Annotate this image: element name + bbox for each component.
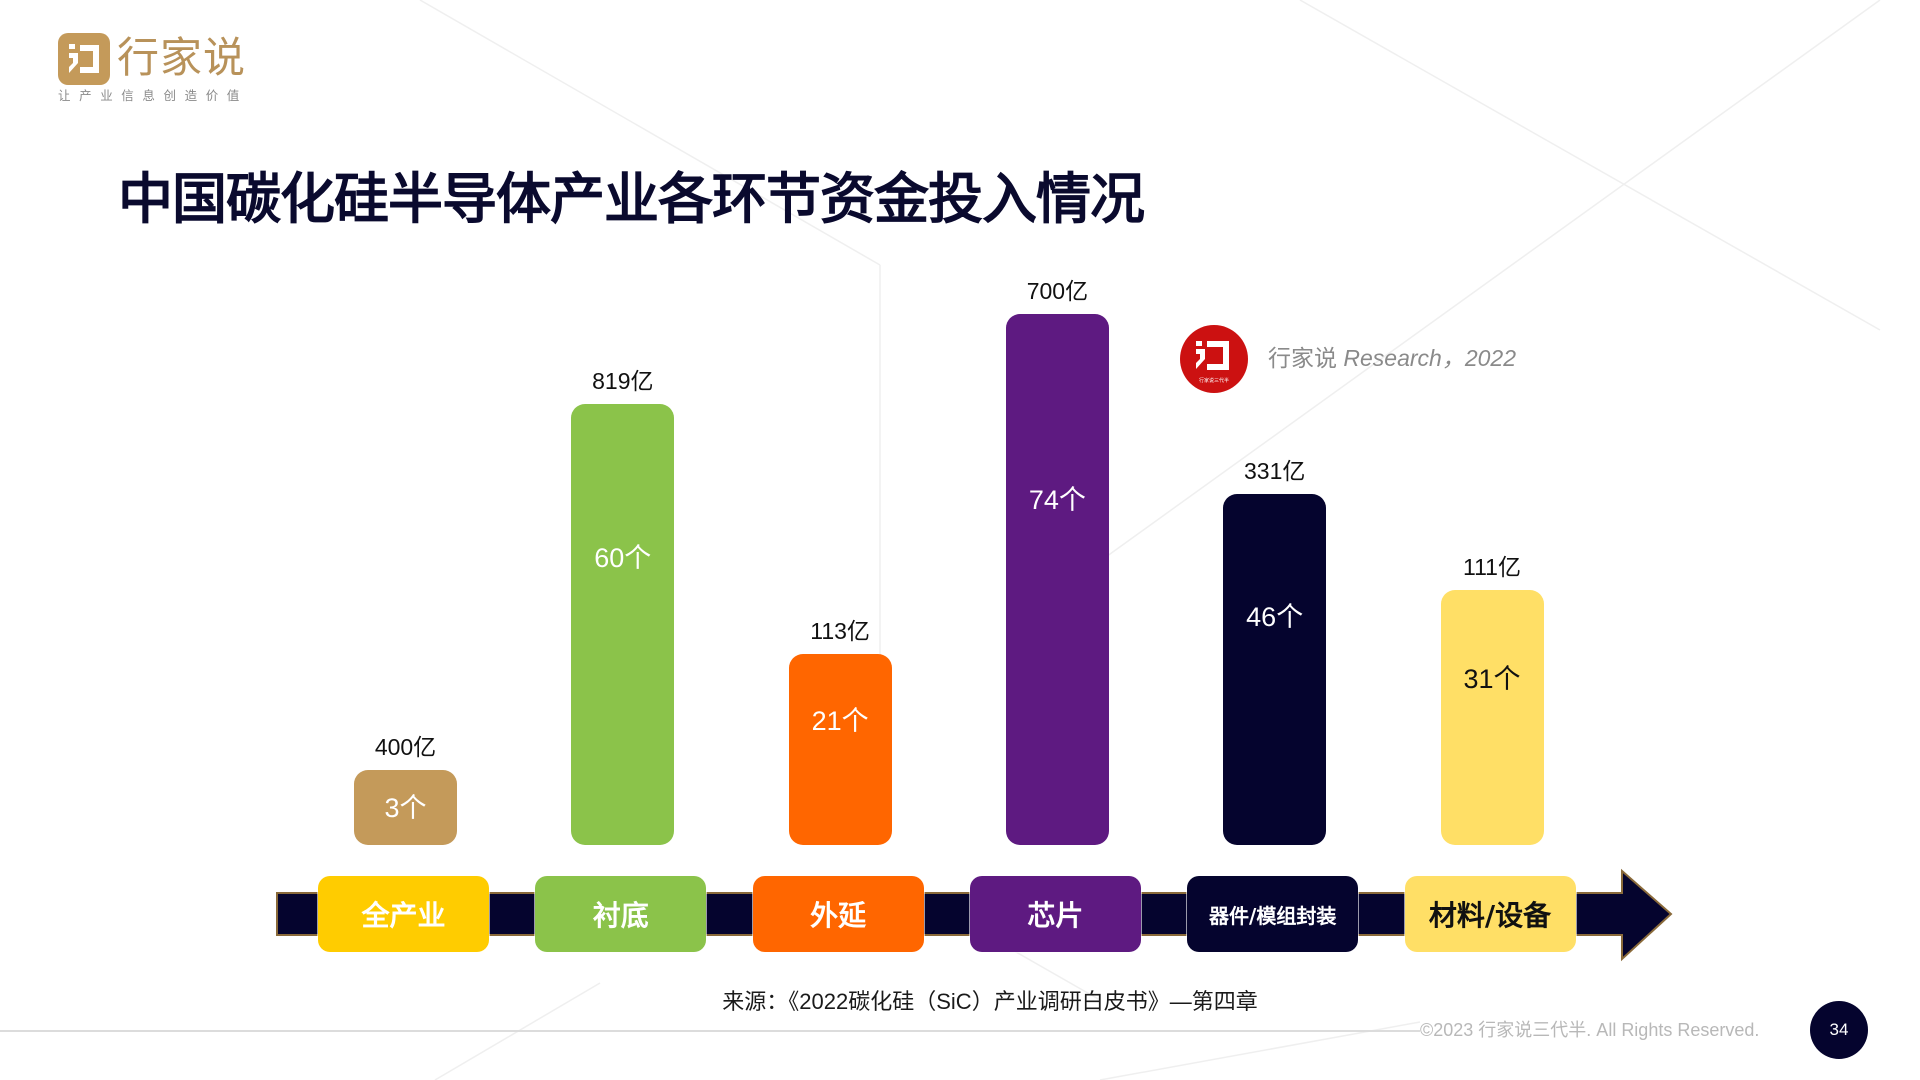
- stage-label: 衬底: [592, 899, 649, 932]
- bg-line: [1059, 0, 1881, 591]
- stage-box: 全产业: [318, 876, 489, 952]
- bar-5: [1440, 590, 1544, 845]
- value-label: 400亿: [374, 734, 437, 760]
- page-title: 中国碳化硅半导体产业各环节资金投入情况: [118, 167, 1145, 231]
- copyright-text: ©2023 行家说三代半. All Rights Reserved.: [1420, 1020, 1760, 1040]
- brand-logo-icon: [58, 33, 110, 85]
- stage-label: 芯片: [1027, 899, 1084, 932]
- stage-label: 材料/设备: [1428, 899, 1552, 932]
- bg-line: [1299, 0, 1881, 331]
- source-citation: 来源：《2022碳化硅（SiC）产业调研白皮书》—第四章: [722, 989, 1258, 1014]
- bg-line: [419, 0, 881, 266]
- bar-0: [354, 770, 457, 845]
- stage-box: 外延: [752, 876, 924, 952]
- research-credit-cn: 行家说: [1268, 345, 1337, 371]
- count-label: 31个: [1463, 664, 1521, 695]
- count-label: 74个: [1028, 484, 1086, 515]
- count-label: 21个: [811, 706, 869, 737]
- stage-box: 材料/设备: [1404, 876, 1576, 952]
- value-label: 111亿: [1463, 554, 1521, 581]
- research-credit: 行家说 Research，2022: [1268, 343, 1516, 373]
- bar-2: [788, 654, 892, 845]
- footer-divider: [0, 1030, 1420, 1032]
- bar-3: [1005, 314, 1109, 845]
- stage-label: 器件/模组封装: [1209, 903, 1337, 928]
- brand-name: 行家说: [117, 33, 247, 82]
- stage-box: 芯片: [969, 876, 1141, 952]
- page-number: 34: [1829, 1020, 1849, 1039]
- stage-box: 衬底: [535, 876, 707, 952]
- brand-tagline: 让产业信息创造价值: [58, 88, 248, 103]
- stage-label: 外延: [810, 899, 867, 932]
- research-credit-en: Research，2022: [1343, 345, 1516, 371]
- value-label: 700亿: [1026, 278, 1089, 304]
- stage-box: 器件/模组封装: [1187, 876, 1359, 952]
- count-label: 3个: [384, 792, 427, 823]
- stage-label: 全产业: [361, 899, 446, 932]
- count-label: 46个: [1246, 601, 1304, 632]
- badge-small-text: 行家说三代半: [1199, 377, 1229, 384]
- value-label: 819亿: [592, 367, 654, 394]
- research-badge-icon: 行家说三代半: [1179, 324, 1249, 394]
- value-label: 331亿: [1244, 457, 1306, 484]
- bar-1: [571, 403, 675, 845]
- page-number-badge: 34: [1810, 1001, 1868, 1059]
- bar-4: [1223, 493, 1327, 845]
- count-label: 60个: [594, 543, 652, 574]
- value-label: 113亿: [810, 618, 870, 645]
